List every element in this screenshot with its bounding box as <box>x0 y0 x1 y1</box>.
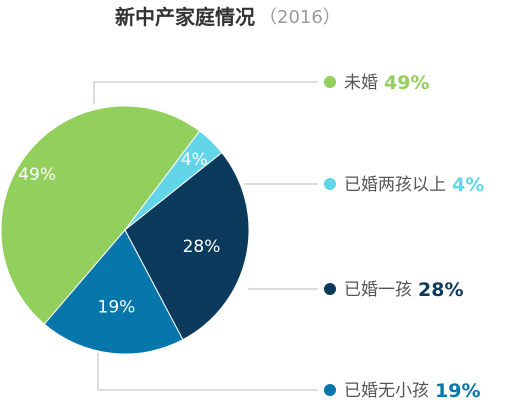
leader-line <box>97 353 318 391</box>
slice-value-label: 49% <box>18 165 56 185</box>
legend-label: 已婚两孩以上 <box>344 175 446 195</box>
legend-marker <box>324 76 336 88</box>
legend-label: 已婚一孩 <box>344 280 412 300</box>
pie-slice <box>124 151 250 341</box>
legend-marker <box>324 384 336 396</box>
pie-slice <box>0 105 201 325</box>
legend-marker <box>324 283 336 295</box>
legend-value: 49% <box>384 72 429 94</box>
legend-value: 19% <box>435 380 480 400</box>
legend-value: 28% <box>418 279 463 301</box>
legend-marker <box>324 178 336 190</box>
chart-title: 新中产家庭情况 <box>115 5 255 29</box>
legend-label: 已婚无小孩 <box>344 381 429 400</box>
chart-subtitle: （2016） <box>259 7 341 28</box>
leader-lines <box>93 81 318 391</box>
legend: 未婚 49% 已婚两孩以上 4% 已婚一孩 28% 已婚无小孩 19% <box>324 72 484 400</box>
legend-label: 未婚 <box>344 73 378 93</box>
slice-labels: 49% 4% 28% 19% <box>18 150 220 318</box>
pie-slice <box>43 229 184 355</box>
slice-value-label: 4% <box>181 150 208 170</box>
leader-line <box>93 81 318 104</box>
slice-value-label: 19% <box>98 297 136 317</box>
pie-slices <box>0 105 250 355</box>
legend-value: 4% <box>452 174 484 196</box>
slice-value-label: 28% <box>183 237 221 257</box>
